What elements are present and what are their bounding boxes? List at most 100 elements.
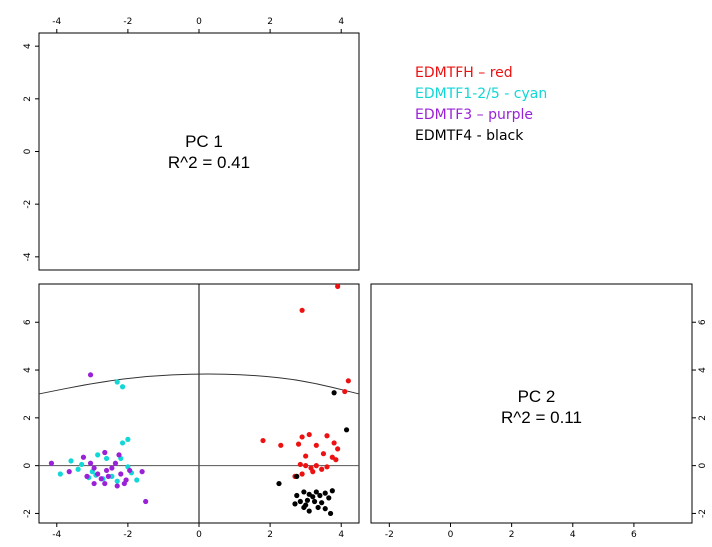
data-point xyxy=(260,437,266,444)
data-point xyxy=(292,501,298,507)
data-point xyxy=(109,465,115,471)
data-point xyxy=(324,464,330,470)
data-point xyxy=(68,458,74,464)
data-point xyxy=(345,378,351,384)
x-tick-label-bottom-right: -2 xyxy=(385,530,394,540)
data-point xyxy=(304,497,311,503)
data-point xyxy=(103,455,110,462)
y-tick-label-right: 4 xyxy=(698,367,708,373)
data-point xyxy=(294,473,300,479)
y-tick-label-right: 6 xyxy=(698,319,708,325)
x-tick-label-bottom-right: 4 xyxy=(570,530,576,540)
panel-pc2-frame xyxy=(370,283,693,524)
data-point xyxy=(306,431,312,438)
legend: EDMTFH – red EDMTF1-2/5 - cyan EDMTF3 – … xyxy=(415,63,547,147)
x-tick-label-bottom-left: -4 xyxy=(52,530,61,540)
x-tick-label-top: 0 xyxy=(196,17,202,27)
data-point xyxy=(327,510,334,517)
y-tick-label-left-top: 4 xyxy=(23,43,33,49)
data-point xyxy=(343,427,350,433)
series-edmtf3 xyxy=(48,372,149,505)
data-point xyxy=(331,440,337,446)
data-point xyxy=(75,466,81,472)
data-point xyxy=(319,500,325,506)
data-point xyxy=(329,488,335,494)
data-point xyxy=(295,441,302,447)
y-tick-label-right: 2 xyxy=(698,415,708,421)
data-point xyxy=(102,480,108,487)
fitted-curve xyxy=(38,373,360,395)
series-edmtf4 xyxy=(276,390,350,517)
data-point xyxy=(48,460,55,466)
x-tick-label-bottom-right: 2 xyxy=(509,530,515,540)
data-point xyxy=(317,492,323,499)
legend-item-edmtf1-2-5: EDMTF1-2/5 - cyan xyxy=(415,86,548,102)
data-point xyxy=(87,460,94,466)
x-tick-label-top: 2 xyxy=(267,17,273,27)
y-tick-label-left-bottom: 6 xyxy=(23,319,33,325)
data-point xyxy=(84,473,90,479)
data-point xyxy=(116,452,122,458)
y-tick-label-left-top: 0 xyxy=(23,148,33,154)
data-point xyxy=(342,388,348,395)
data-point xyxy=(114,478,120,484)
data-point xyxy=(322,490,328,496)
legend-item-edmtf3: EDMTF3 – purple xyxy=(415,107,534,123)
y-tick-label-left-bottom: 2 xyxy=(23,415,33,421)
x-tick-label-top: -2 xyxy=(123,17,132,27)
data-point xyxy=(322,506,328,512)
data-point xyxy=(303,502,309,508)
x-tick-label-bottom-left: 0 xyxy=(196,530,202,540)
data-point xyxy=(105,473,111,479)
data-point xyxy=(311,498,318,505)
series-edmtf1-2-5 xyxy=(57,379,140,484)
data-point xyxy=(278,442,284,448)
data-point xyxy=(57,471,63,477)
y-tick-label-left-top: -4 xyxy=(23,252,33,261)
data-point xyxy=(118,471,124,477)
data-point xyxy=(98,476,104,482)
data-point xyxy=(303,463,309,469)
data-point xyxy=(119,440,126,446)
data-point xyxy=(102,449,108,456)
pc1-label: PC 1 xyxy=(185,132,223,151)
data-point xyxy=(326,495,332,501)
x-tick-label-top: -4 xyxy=(52,17,61,27)
data-point xyxy=(319,466,325,472)
data-point xyxy=(127,467,133,474)
data-point xyxy=(79,461,85,468)
data-point xyxy=(315,504,321,511)
data-point xyxy=(80,454,87,460)
data-point xyxy=(95,452,101,458)
data-point xyxy=(109,473,115,479)
data-point xyxy=(91,465,97,471)
data-point xyxy=(103,467,110,474)
data-point xyxy=(331,390,337,396)
data-point xyxy=(299,434,305,440)
data-point xyxy=(335,446,341,452)
data-point xyxy=(303,453,309,459)
data-point xyxy=(91,480,97,487)
data-point xyxy=(310,469,316,475)
data-point xyxy=(313,463,319,469)
data-point xyxy=(87,372,94,378)
panel-pc1-frame xyxy=(38,32,360,271)
data-point xyxy=(276,480,282,487)
data-point xyxy=(310,494,316,500)
y-tick-label-left-top: 2 xyxy=(23,96,33,102)
data-point xyxy=(313,489,319,495)
data-point xyxy=(333,457,339,463)
data-point xyxy=(313,442,319,448)
y-tick-label-left-bottom: 0 xyxy=(23,463,33,469)
data-point xyxy=(66,469,72,475)
data-point xyxy=(301,489,307,495)
data-point xyxy=(306,508,312,514)
x-tick-label-bottom-left: 2 xyxy=(267,530,273,540)
pc2-r2: R^2 = 0.11 xyxy=(501,408,582,427)
pc2-label: PC 2 xyxy=(518,387,556,406)
data-point xyxy=(320,451,327,457)
legend-item-edmtfh: EDMTFH – red xyxy=(415,65,513,81)
data-point xyxy=(324,433,330,439)
series-edmtfh xyxy=(260,283,351,479)
